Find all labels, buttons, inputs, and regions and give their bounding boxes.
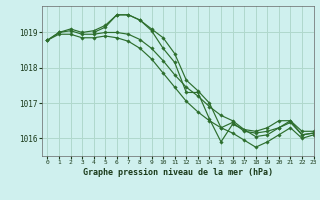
X-axis label: Graphe pression niveau de la mer (hPa): Graphe pression niveau de la mer (hPa) bbox=[83, 168, 273, 177]
